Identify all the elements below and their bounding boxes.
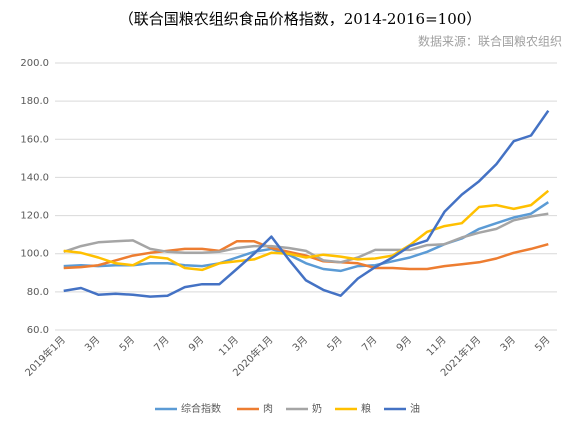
series-line bbox=[63, 212, 549, 264]
x-tick-label: 5月 bbox=[533, 334, 553, 354]
source-note: 数据来源：联合国粮农组织 bbox=[418, 34, 562, 49]
series-line bbox=[63, 189, 550, 272]
legend-label: 肉 bbox=[263, 402, 273, 415]
y-tick-label: 160.0 bbox=[20, 134, 49, 145]
x-tick-label: 7月 bbox=[152, 334, 172, 354]
series-line bbox=[63, 240, 549, 271]
x-tick-label: 3月 bbox=[498, 334, 518, 354]
y-tick-label: 100.0 bbox=[20, 249, 49, 260]
legend-label: 奶 bbox=[312, 403, 322, 415]
x-tick-label: 11月 bbox=[216, 334, 241, 359]
y-tick-label: 140.0 bbox=[20, 172, 49, 183]
x-tick-label: 11月 bbox=[424, 334, 449, 359]
y-tick-label: 80.0 bbox=[27, 287, 49, 298]
x-tick-label: 9月 bbox=[186, 334, 206, 354]
series-line bbox=[63, 201, 549, 273]
x-tick-label: 5月 bbox=[117, 334, 137, 354]
x-tick-label: 7月 bbox=[359, 334, 379, 354]
x-tick-label: 3月 bbox=[290, 334, 310, 354]
legend-label: 油 bbox=[410, 402, 420, 415]
legend-label: 综合指数 bbox=[181, 402, 221, 415]
x-tick-label: 2019年1月 bbox=[22, 333, 68, 379]
y-tick-label: 60.0 bbox=[27, 325, 49, 336]
y-tick-label: 120.0 bbox=[20, 211, 49, 222]
y-tick-label: 180.0 bbox=[20, 96, 49, 107]
x-tick-label: 9月 bbox=[394, 334, 414, 354]
legend-label: 粮 bbox=[361, 402, 371, 415]
y-tick-label: 200.0 bbox=[20, 58, 49, 69]
chart-title: （联合国粮农组织食品价格指数，2014-2016=100） bbox=[119, 10, 482, 28]
x-tick-label: 3月 bbox=[82, 334, 102, 354]
series-line bbox=[63, 109, 550, 298]
x-tick-label: 5月 bbox=[325, 334, 345, 354]
